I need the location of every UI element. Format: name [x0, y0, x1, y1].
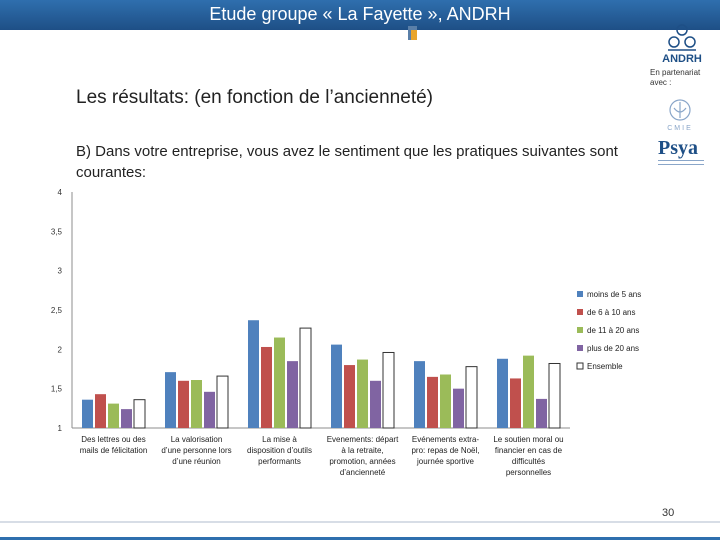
slide-header-title: Etude groupe « La Fayette », ANDRH [209, 4, 511, 24]
bar-series-3-category-1 [108, 403, 119, 428]
bar-series-2-category-5 [427, 376, 438, 428]
x-tick-label: La valorisation [171, 435, 223, 444]
legend-label: Ensemble [587, 362, 623, 371]
bar-series-2-category-4 [344, 365, 355, 428]
bar-series-2-category-6 [510, 378, 521, 428]
legend-swatch [577, 309, 583, 315]
bar-series-1-category-6 [497, 358, 508, 428]
x-tick-label: d’ancienneté [340, 468, 386, 477]
bar-series-4-category-4 [370, 380, 381, 428]
bar-series-5-category-2 [216, 375, 229, 429]
bar-series-3-category-5 [440, 374, 451, 428]
legend-swatch [576, 362, 584, 370]
bar-series-2-category-2 [178, 380, 189, 428]
legend-label: de 11 à 20 ans [587, 326, 639, 335]
page-number: 30 [662, 507, 675, 519]
bar-series-1-category-3 [248, 320, 259, 428]
y-tick-label: 1 [58, 424, 63, 433]
svg-text:CMIE: CMIE [667, 125, 693, 132]
legend-swatch [577, 345, 583, 351]
bar-series-4-category-2 [204, 391, 215, 428]
bar-series-3-category-2 [191, 380, 202, 428]
x-tick-label: personnelles [506, 468, 551, 477]
svg-text:Psya: Psya [658, 137, 698, 159]
header-bar [0, 0, 720, 30]
x-tick-label: mails de félicitation [80, 446, 148, 455]
bar-series-1-category-5 [414, 361, 425, 428]
legend-swatch [577, 291, 583, 297]
y-tick-label: 3 [58, 267, 63, 276]
x-tick-label: Evenements: départ [327, 435, 399, 444]
y-tick-label: 3,5 [51, 227, 63, 236]
x-tick-label: Evénements extra- [412, 435, 479, 444]
bar-series-5-category-5 [465, 366, 478, 429]
y-tick-label: 2,5 [51, 306, 63, 315]
y-tick-label: 4 [58, 188, 63, 197]
bar-series-5-category-3 [299, 327, 312, 429]
bar-series-5-category-1 [133, 399, 146, 429]
x-tick-label: d’une personne lors [161, 446, 231, 455]
partner-text: En partenariat avec : [650, 68, 701, 87]
bar-series-2-category-1 [95, 394, 106, 428]
bar-series-4-category-3 [287, 361, 298, 428]
x-tick-label: à la retraite, [341, 446, 383, 455]
x-tick-label: financier en cas de [495, 446, 563, 455]
footer-divider [0, 521, 720, 523]
bar-series-1-category-2 [165, 372, 176, 428]
survey-question: B) Dans votre entreprise, vous avez le s… [76, 143, 618, 181]
legend-label: plus de 20 ans [587, 344, 639, 353]
x-tick-label: d’une réunion [172, 457, 220, 466]
slide-subtitle: Les résultats: (en fonction de l’ancienn… [76, 87, 433, 108]
andrh-logo: ANDRH [662, 24, 702, 65]
x-tick-label: journée sportive [416, 457, 474, 466]
bar-series-5-category-4 [382, 351, 395, 429]
x-tick-label: Le soutien moral ou [493, 435, 563, 444]
bar-series-4-category-6 [536, 398, 547, 428]
y-tick-label: 1,5 [51, 385, 63, 394]
x-tick-label: Des lettres ou des [81, 435, 145, 444]
x-tick-label: La mise à [262, 435, 297, 444]
bar-series-2-category-3 [261, 346, 272, 428]
bar-series-3-category-6 [523, 355, 534, 428]
bar-series-4-category-5 [453, 388, 464, 428]
x-tick-label: disposition d’outils [247, 446, 312, 455]
bar-series-3-category-3 [274, 337, 285, 428]
legend-swatch [577, 327, 583, 333]
bar-series-5-category-6 [548, 362, 561, 429]
legend-label: moins de 5 ans [587, 290, 641, 299]
bar-series-1-category-1 [82, 399, 93, 428]
footer-bar [0, 537, 720, 540]
legend-label: de 6 à 10 ans [587, 308, 635, 317]
x-tick-label: promotion, années [329, 457, 395, 466]
bar-chart: 1 1,5 2 2,5 3 3,5 4 Des lettres ou des mails de … [51, 188, 641, 477]
x-tick-label: performants [258, 457, 301, 466]
psya-logo: CMIE Psya [658, 99, 704, 165]
header-decoration-accent [411, 30, 417, 40]
x-tick-label: pro: repas de Noël, [411, 446, 479, 455]
bar-series-1-category-4 [331, 344, 342, 428]
x-tick-label: difficultés [512, 457, 545, 466]
svg-text:ANDRH: ANDRH [662, 53, 702, 65]
bar-series-4-category-1 [121, 409, 132, 428]
y-tick-label: 2 [58, 345, 63, 354]
bar-series-3-category-4 [357, 359, 368, 428]
